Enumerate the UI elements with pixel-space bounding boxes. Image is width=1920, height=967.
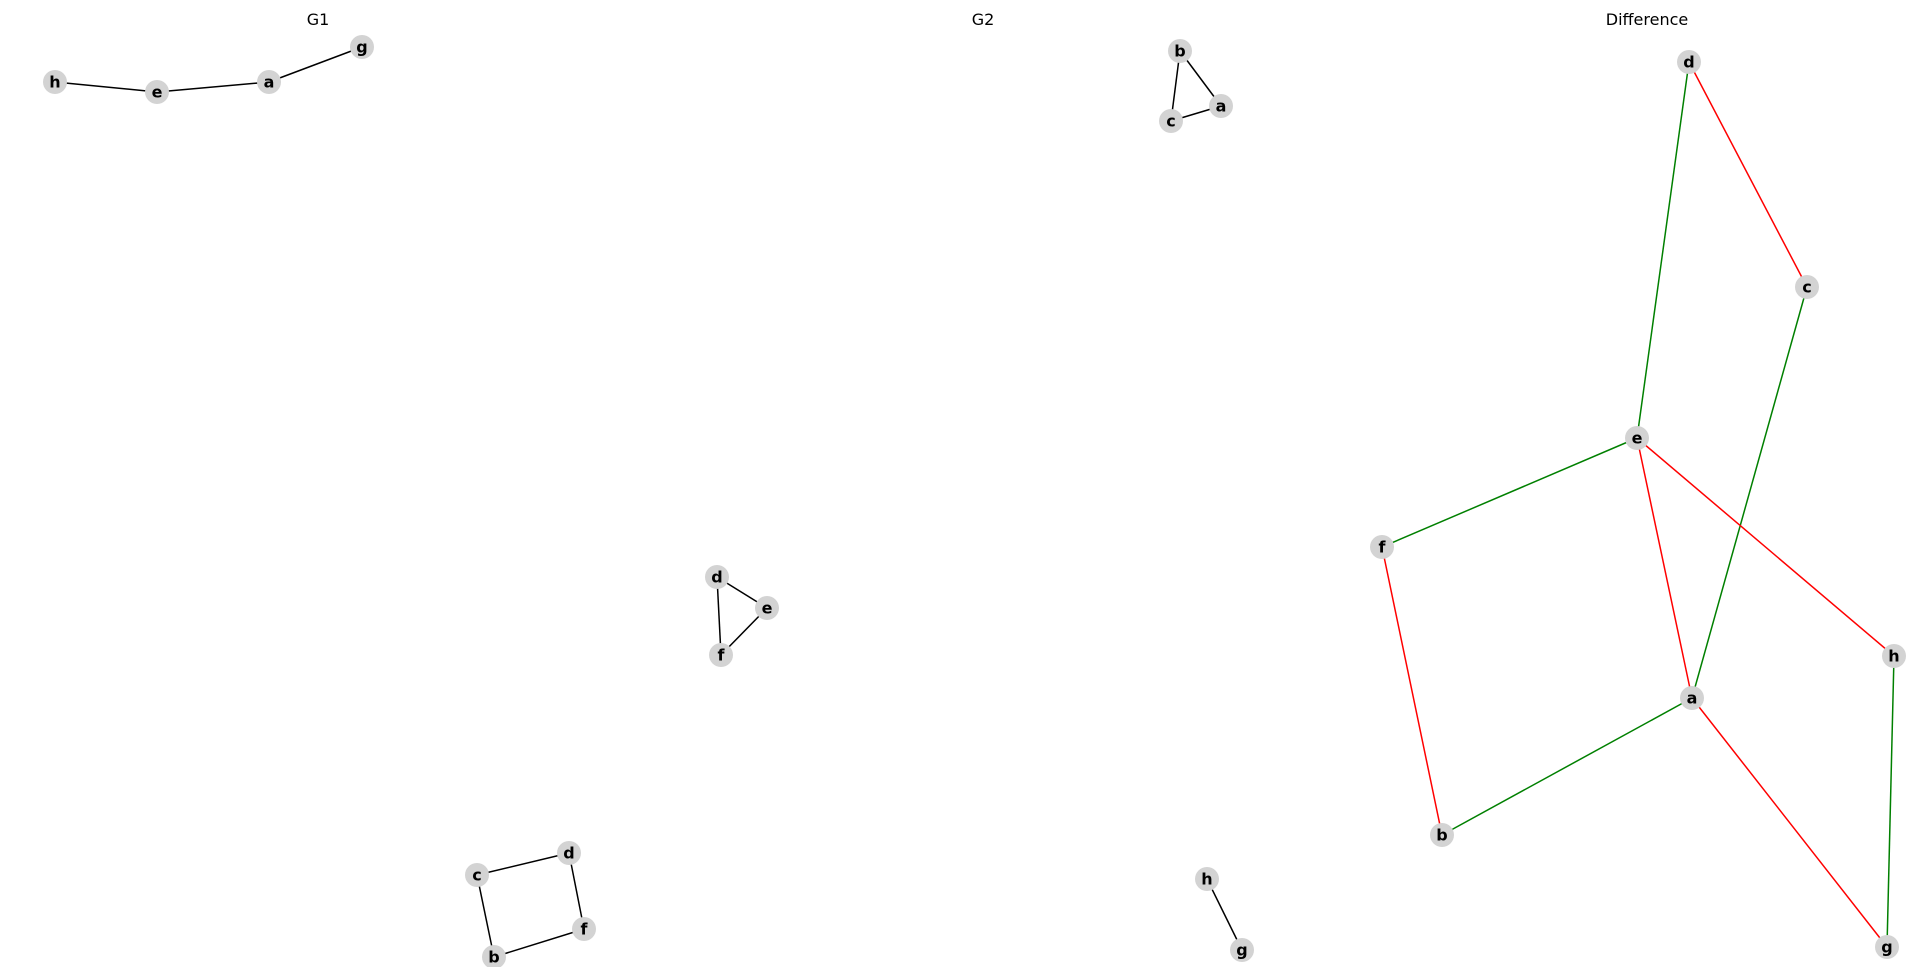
difference-node-b-circle	[1430, 823, 1454, 847]
difference-edge-e-a-removed	[1636, 437, 1693, 699]
difference-node-h: h	[1882, 644, 1906, 668]
difference-node-c-label: c	[1802, 278, 1811, 297]
difference-node-f-label: f	[1379, 538, 1387, 557]
g2-node-g-circle	[1230, 938, 1254, 962]
difference-panel-title: Difference	[1606, 10, 1688, 29]
g1-node-d-2-label: d	[711, 568, 722, 587]
difference-edge-b-a-added	[1441, 697, 1693, 836]
difference-node-c: c	[1795, 275, 1819, 299]
difference-node-d: d	[1677, 50, 1701, 74]
g2-node-c-label: c	[1166, 112, 1175, 131]
g1-edge-c-b	[476, 874, 495, 958]
g1-node-b-label: b	[488, 948, 499, 967]
difference-node-e-label: e	[1632, 429, 1643, 448]
g1-node-e-label: e	[152, 83, 163, 102]
difference-edge-d-c-removed	[1688, 61, 1808, 288]
g2-node-c-circle	[1159, 109, 1183, 133]
g2-node-h: h	[1195, 867, 1219, 891]
g1-node-c: c	[465, 863, 489, 887]
difference-node-h-circle	[1882, 644, 1906, 668]
g1-edge-b-f	[493, 928, 585, 958]
g1-node-e-2-label: e	[762, 599, 773, 618]
g1-node-e-2: e	[755, 596, 779, 620]
difference-node-g: g	[1875, 935, 1899, 959]
g1-node-e-2-circle	[755, 596, 779, 620]
g1-node-h-circle	[43, 70, 67, 94]
difference-node-e-circle	[1625, 426, 1649, 450]
difference-edge-a-g-removed	[1691, 697, 1888, 948]
g1-edge-d-f	[568, 852, 585, 930]
difference-node-c-circle	[1795, 275, 1819, 299]
g1-node-d-2: d	[705, 565, 729, 589]
difference-node-g-circle	[1875, 935, 1899, 959]
difference-node-d-label: d	[1683, 53, 1694, 72]
difference-node-b-label: b	[1436, 826, 1447, 845]
g1-edge-a-g	[268, 46, 363, 83]
difference-node-d-circle	[1677, 50, 1701, 74]
g2-node-a-label: a	[1216, 97, 1227, 116]
g1-node-d-2-circle	[705, 565, 729, 589]
g1-node-c-label: c	[472, 866, 481, 885]
g1-node-g-label: g	[356, 38, 367, 57]
g1-node-h: h	[43, 70, 67, 94]
g1-node-e: e	[145, 80, 169, 104]
g1-node-a-circle	[257, 70, 281, 94]
difference-edge-e-f-added	[1381, 437, 1638, 548]
g2-node-g: g	[1230, 938, 1254, 962]
difference-node-e: e	[1625, 426, 1649, 450]
difference-edge-f-b-removed	[1381, 546, 1443, 836]
g1-node-d-2-circle	[557, 841, 581, 865]
difference-edge-e-h-removed	[1636, 437, 1895, 657]
g2-node-b: b	[1168, 39, 1192, 63]
g2-node-h-circle	[1195, 867, 1219, 891]
difference-node-f: f	[1370, 535, 1394, 559]
g1-edge-h-e	[54, 81, 158, 93]
g1-node-a-label: a	[264, 73, 275, 92]
difference-node-a-circle	[1680, 686, 1704, 710]
g1-node-f-2: f	[709, 643, 733, 667]
g1-edge-d-f	[716, 576, 722, 656]
g2-edge-h-g-plain	[1206, 878, 1243, 951]
g1-node-d-2: d	[557, 841, 581, 865]
g1-node-f-2-circle	[709, 643, 733, 667]
g1-edge-c-d	[476, 852, 570, 876]
g1-node-c-circle	[465, 863, 489, 887]
g1-node-f-2-label: f	[718, 646, 726, 665]
g1-node-g: g	[350, 35, 374, 59]
difference-node-b: b	[1430, 823, 1454, 847]
g1-node-f-2-label: f	[581, 920, 589, 939]
difference-node-h-label: h	[1888, 647, 1899, 666]
g2-node-b-circle	[1168, 39, 1192, 63]
difference-edge-d-e-added	[1636, 61, 1690, 439]
g2-node-b-label: b	[1174, 42, 1185, 61]
g1-node-a: a	[257, 70, 281, 94]
g1-node-g-circle	[350, 35, 374, 59]
g2-node-a-circle	[1209, 94, 1233, 118]
g1-node-d-2-label: d	[563, 844, 574, 863]
g2-panel-title: G2	[972, 10, 995, 29]
g1-node-f-2: f	[572, 917, 596, 941]
g1-node-e-circle	[145, 80, 169, 104]
g1-node-b: b	[482, 945, 506, 967]
g2-node-a: a	[1209, 94, 1233, 118]
difference-node-f-circle	[1370, 535, 1394, 559]
g1-node-f-2-circle	[572, 917, 596, 941]
g1-node-b-circle	[482, 945, 506, 967]
difference-edge-c-a-added	[1691, 286, 1808, 699]
g1-edge-e-a	[156, 81, 270, 93]
difference-node-g-label: g	[1881, 938, 1892, 957]
g2-node-g-label: g	[1236, 941, 1247, 960]
difference-edge-h-g-added	[1886, 655, 1895, 948]
g2-node-h-label: h	[1201, 870, 1212, 889]
difference-node-a-label: a	[1687, 689, 1698, 708]
difference-node-a: a	[1680, 686, 1704, 710]
g1-node-h-label: h	[49, 73, 60, 92]
g1-panel-title: G1	[307, 10, 330, 29]
g2-node-c: c	[1159, 109, 1183, 133]
